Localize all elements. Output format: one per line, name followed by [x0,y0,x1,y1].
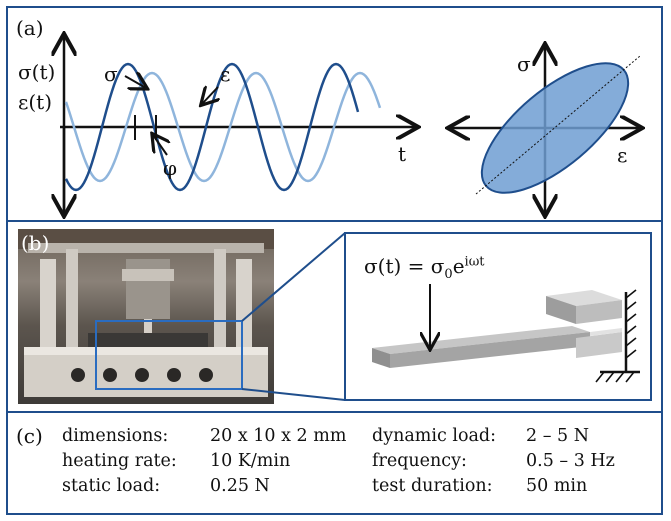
param-value: 50 min [526,476,588,496]
figure-frame [6,6,663,515]
ellipse-sigma-label: σ [517,52,531,76]
sigma-wave-label: σ [104,62,118,86]
param-name: test duration: [372,476,493,496]
sigma-t-label: σ(t) [18,60,56,84]
divider-a-b [6,220,663,222]
param-value: 0.25 N [210,476,270,496]
eq-base: e [452,254,465,278]
param-name: frequency: [372,451,467,471]
table-row: static load: 0.25 N test duration: 50 mi… [62,475,626,500]
zoom-line-top [241,232,346,322]
param-value: 10 K/min [210,451,291,471]
eps-t-label: ε(t) [18,90,53,114]
panel-c-label: (c) [16,424,43,448]
sigma-pointer [124,76,146,88]
phi-label: φ [163,156,178,180]
divider-b-c [6,411,663,413]
clamp-top [546,290,622,306]
param-value: 0.5 – 3 Hz [526,451,615,471]
strain-wave [64,71,382,183]
panel-a-label: (a) [16,16,44,40]
param-name: heating rate: [62,451,177,471]
table-row: heating rate: 10 K/min frequency: 0.5 – … [62,450,626,475]
zoom-line-bottom [241,388,346,401]
test-parameters-table: dimensions: 20 x 10 x 2 mm dynamic load:… [62,425,626,500]
eps-wave-label: ε [220,62,231,86]
clamp-bottom [576,332,622,358]
param-name: static load: [62,476,161,496]
eq-sub: 0 [444,267,453,282]
param-value: 20 x 10 x 2 mm [210,426,347,446]
ellipse-eps-label: ε [617,143,628,167]
eq-exp: iωt [464,254,485,270]
photo-dma-instrument: (b) [18,229,274,404]
table-row: dimensions: 20 x 10 x 2 mm dynamic load:… [62,425,626,450]
load-equation: σ(t) = σ0eiωt [364,254,485,282]
phi-pointer [153,135,167,156]
param-name: dimensions: [62,426,169,446]
t-axis-label: t [398,142,407,166]
param-value: 2 – 5 N [526,426,590,446]
eq-lhs: σ(t) = σ [364,254,445,278]
eps-pointer [202,87,218,104]
panel-b-label: (b) [21,231,50,255]
param-name: dynamic load: [372,426,497,446]
